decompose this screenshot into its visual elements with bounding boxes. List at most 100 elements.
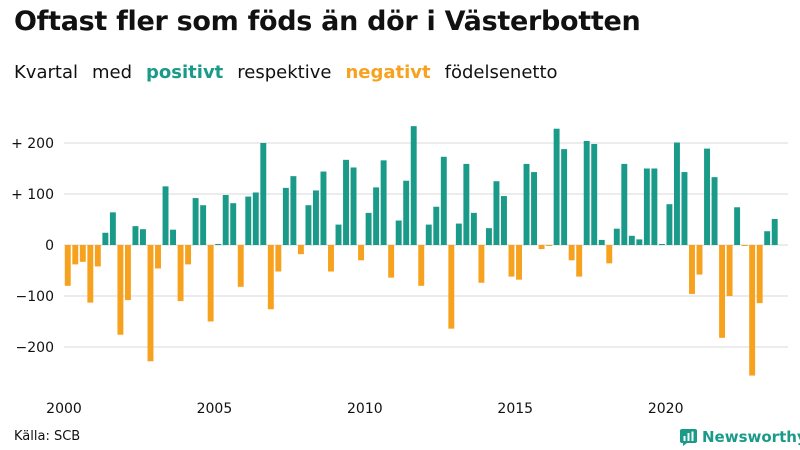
chart-title: Oftast fler som föds än dör i Västerbott… — [14, 6, 641, 37]
bar — [192, 198, 199, 245]
x-tick-label: 2005 — [197, 401, 233, 417]
y-tick-label: −100 — [16, 289, 54, 305]
bar — [79, 245, 86, 262]
bar — [267, 245, 274, 310]
bar — [94, 245, 101, 267]
bar — [312, 190, 319, 245]
bar — [591, 144, 598, 245]
bar — [365, 212, 372, 245]
bar — [140, 229, 146, 245]
bar — [425, 224, 432, 245]
bar — [553, 128, 560, 245]
bar — [764, 231, 771, 245]
newsworthy-logo[interactable]: Newsworthy — [680, 428, 800, 446]
y-tick-label: + 100 — [11, 187, 54, 203]
bar — [696, 245, 703, 275]
bar — [478, 245, 485, 283]
bar — [124, 245, 131, 301]
bar — [87, 245, 94, 303]
chart-subtitle: Kvartal med positivt respektive negativt föde… — [14, 62, 572, 83]
subtitle-part-4: födelsenetto — [444, 62, 558, 83]
bar — [516, 245, 522, 280]
bar — [207, 245, 214, 322]
bar — [245, 196, 252, 245]
bar — [395, 220, 402, 245]
x-tick-label: 2010 — [347, 401, 383, 417]
x-tick-label: 2000 — [46, 401, 82, 417]
x-tick-label: 2015 — [497, 401, 533, 417]
bar — [403, 180, 410, 245]
bar — [689, 245, 695, 294]
bar — [606, 245, 613, 264]
bar — [576, 245, 583, 277]
bar — [328, 245, 334, 272]
bar — [568, 245, 575, 261]
bar — [651, 168, 658, 245]
bar — [493, 181, 500, 245]
bar — [260, 143, 267, 245]
bar — [470, 212, 477, 245]
bar — [508, 245, 515, 277]
bar — [275, 245, 282, 272]
bar — [726, 245, 733, 296]
bar — [546, 245, 553, 247]
bar — [704, 148, 710, 245]
bar — [485, 228, 492, 245]
bar — [343, 159, 349, 245]
bar — [628, 235, 635, 245]
bar — [711, 177, 718, 245]
subtitle-negative-word: negativt — [345, 62, 431, 83]
bar — [252, 192, 259, 245]
bar — [185, 245, 192, 265]
bar — [297, 245, 304, 255]
subtitle-part-2: med — [91, 62, 133, 83]
bar — [282, 187, 289, 245]
subtitle-part-1: Kvartal — [14, 62, 78, 83]
bar — [433, 206, 440, 245]
bar — [410, 126, 417, 245]
bar — [621, 163, 628, 245]
bar — [155, 245, 161, 269]
bar — [613, 228, 620, 245]
bar — [598, 239, 605, 245]
subtitle-positive-word: positivt — [146, 62, 224, 83]
bar — [64, 245, 71, 286]
newsworthy-logo-icon — [680, 428, 697, 446]
bar — [109, 212, 116, 245]
bar — [673, 142, 680, 245]
bar — [177, 245, 184, 302]
bar — [658, 243, 665, 245]
bar — [373, 187, 380, 245]
y-tick-label: −200 — [16, 340, 54, 356]
bar — [200, 205, 207, 245]
bar — [771, 218, 778, 245]
bar — [561, 149, 568, 245]
bar — [666, 204, 673, 245]
bar — [320, 171, 327, 245]
subtitle-part-3: respektive — [237, 62, 332, 83]
y-tick-label: + 200 — [11, 136, 54, 152]
bar — [388, 245, 395, 278]
bar — [455, 223, 462, 245]
bar — [162, 186, 169, 245]
bar — [583, 140, 590, 245]
bar — [350, 167, 357, 245]
bar — [117, 245, 124, 335]
bar — [237, 245, 244, 287]
bar — [741, 245, 748, 247]
bar — [222, 195, 229, 245]
bar — [335, 224, 342, 245]
bar — [170, 229, 177, 245]
bar — [72, 245, 79, 265]
bar — [418, 245, 425, 286]
bar — [230, 203, 237, 245]
bar — [305, 205, 312, 245]
bar — [380, 160, 387, 245]
bar — [531, 172, 538, 245]
bar — [734, 207, 741, 245]
source-note: Källa: SCB — [14, 429, 81, 444]
bar — [719, 245, 726, 338]
y-axis-ticks: + 200 + 100 0 −100 −200 — [11, 136, 54, 356]
bar — [643, 168, 650, 245]
